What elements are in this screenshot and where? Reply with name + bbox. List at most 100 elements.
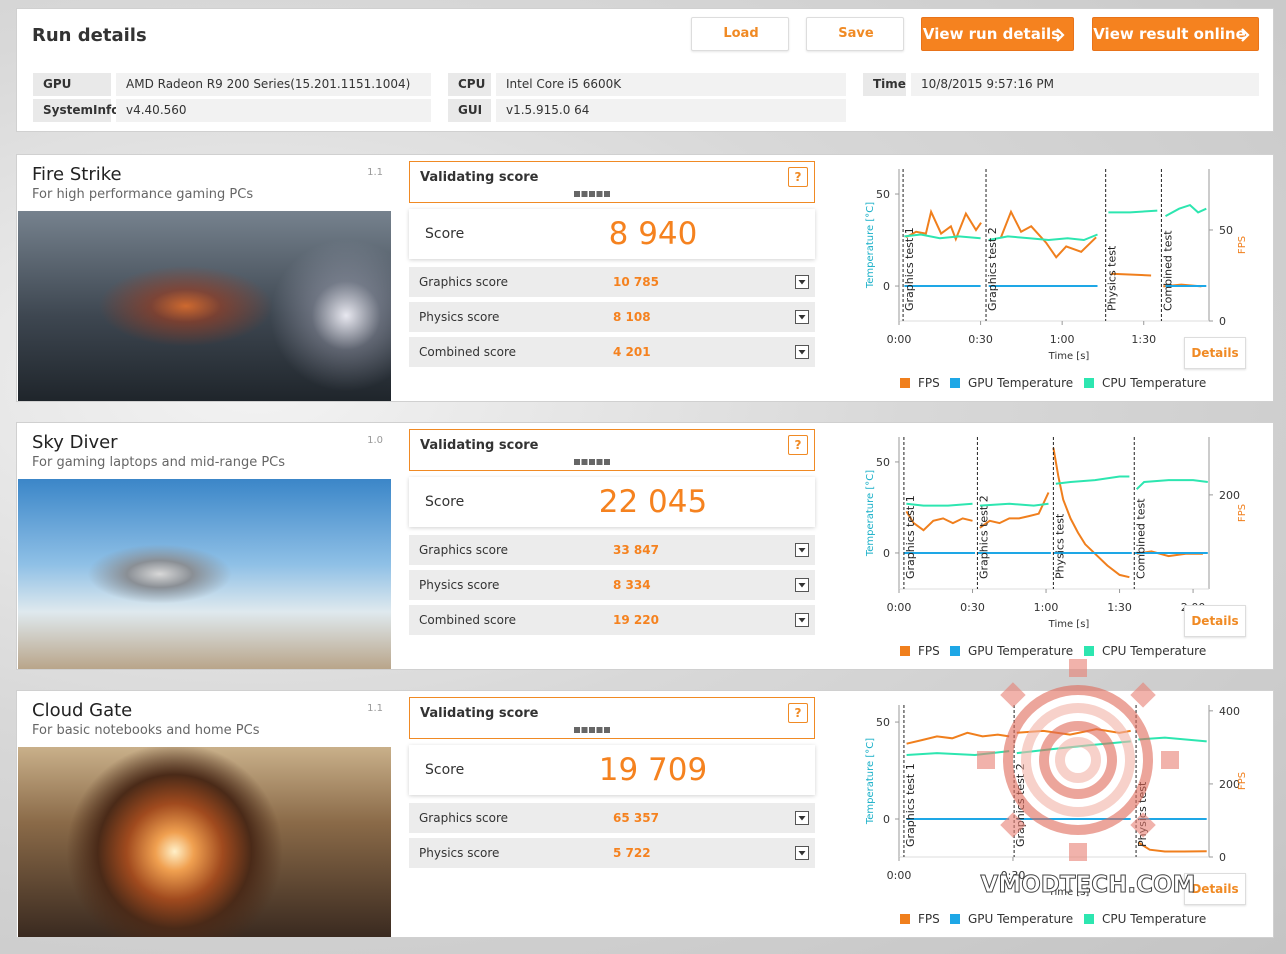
info-label: SystemInfo (33, 99, 119, 122)
expand-icon[interactable] (795, 846, 810, 861)
x-axis-title: Time [s] (1048, 351, 1090, 362)
progress-dots (574, 459, 610, 465)
subscore-row: Physics score 8 334 (409, 570, 815, 600)
button[interactable]: Load (691, 17, 789, 51)
title: Run details (32, 25, 147, 46)
score-label: Score (425, 494, 465, 510)
progress-dot (574, 191, 580, 197)
benchmark-subtitle: For high performance gaming PCs (32, 187, 254, 202)
plot-area (899, 705, 1209, 857)
expand-arrow (798, 851, 806, 856)
info-label: CPU (448, 73, 491, 96)
chevron (1241, 28, 1250, 42)
info-value: AMD Radeon R9 200 Series(15.201.1151.100… (116, 73, 431, 96)
legend-swatch (950, 378, 960, 388)
button[interactable]: View result online (1092, 17, 1259, 51)
subscore-label: Graphics score (419, 811, 509, 825)
benchmark-name: Fire Strike (32, 164, 122, 185)
help-button[interactable]: ? (788, 167, 808, 187)
subscore-label: Physics score (419, 846, 500, 860)
version: 1.0 (367, 435, 383, 446)
score-value: 19 709 (598, 752, 708, 788)
version: 1.1 (367, 167, 383, 178)
button[interactable]: View run details (921, 17, 1074, 51)
legend-label: FPS (918, 644, 940, 658)
details-button[interactable]: Details (1184, 605, 1246, 637)
section-label: Graphics test 2 (1014, 763, 1027, 847)
info-value: v4.40.560 (116, 99, 431, 122)
subscore-row: Physics score 8 108 (409, 302, 815, 332)
expand-icon[interactable] (795, 345, 810, 360)
expand-icon[interactable] (795, 543, 810, 558)
section-label: Graphics test 1 (903, 227, 916, 311)
expand-icon[interactable] (795, 613, 810, 628)
expand-icon[interactable] (795, 310, 810, 325)
details-button[interactable]: Details (1184, 337, 1246, 369)
validating-label: Validating score (420, 706, 539, 721)
expand-arrow (798, 315, 806, 320)
run-details-panel: Run details Load Save View run details View … (16, 8, 1274, 132)
benchmark-name: Sky Diver (32, 432, 118, 453)
info-label: GPU (33, 73, 111, 96)
progress-dot (581, 727, 588, 733)
legend-swatch (1084, 378, 1094, 388)
info-label: GUI (448, 99, 491, 122)
section-label: Physics test (1053, 513, 1066, 579)
expand-icon[interactable] (795, 275, 810, 290)
validating-label: Validating score (420, 170, 539, 185)
chevron (1056, 28, 1065, 42)
section-label: Physics test (1136, 781, 1149, 847)
expand-icon[interactable] (795, 578, 810, 593)
legend-label: GPU Temperature (968, 912, 1073, 926)
progress-dots (574, 191, 610, 197)
progress-dot (574, 459, 580, 465)
legend-label: GPU Temperature (968, 376, 1073, 390)
y2-axis-title: FPS (1237, 504, 1248, 522)
x-tick-label: 0:30 (968, 333, 993, 346)
button[interactable]: Save (806, 17, 904, 51)
series-line (905, 447, 1203, 579)
legend-label: CPU Temperature (1102, 376, 1206, 390)
chevron-icon (1241, 28, 1250, 42)
x-tick-label: 1:00 (1034, 601, 1059, 614)
y2-tick-label: 200 (1219, 489, 1240, 502)
progress-dot (581, 459, 588, 465)
section-label: Graphics test 1 (904, 763, 917, 847)
x-axis-title: Time [s] (1048, 887, 1090, 898)
chart: 0 50 0 50 0:00 0:30 1:00 1:30 Temperature [°C] FP… (865, 169, 1248, 390)
y2-axis-title: FPS (1237, 236, 1248, 254)
section-label: Combined test (1134, 498, 1147, 579)
subscore-value: 19 220 (613, 613, 659, 627)
series-line (906, 475, 1208, 507)
subscore-row: Graphics score 65 357 (409, 803, 815, 833)
button-label: Load (723, 26, 759, 41)
progress-dot (589, 459, 595, 465)
legend-swatch (950, 646, 960, 656)
y-tick-label: 50 (876, 716, 890, 729)
y2-tick-label: 50 (1219, 224, 1233, 237)
benchmark-subtitle: For gaming laptops and mid-range PCs (32, 455, 286, 470)
subscore-value: 8 108 (613, 310, 651, 324)
legend-swatch (900, 378, 910, 388)
progress-dot (604, 191, 610, 197)
y-tick-label: 0 (883, 280, 890, 293)
info-value: 10/8/2015 9:57:16 PM (911, 73, 1259, 96)
subscore-row: Graphics score 33 847 (409, 535, 815, 565)
help-button[interactable]: ? (788, 435, 808, 455)
score-box: Score 19 709 (409, 745, 815, 795)
help-button[interactable]: ? (788, 703, 808, 723)
x-tick-label: 0:00 (887, 869, 912, 882)
benchmark-name: Cloud Gate (32, 700, 133, 721)
score-value: 8 940 (608, 216, 698, 252)
plot-area (899, 437, 1209, 589)
x-tick-label: 0:00 (887, 601, 912, 614)
y2-tick-label: 0 (1219, 851, 1226, 864)
validating-box: Validating score? (409, 429, 815, 471)
benchmark-panel: Cloud Gate For basic notebooks and home P… (16, 690, 1274, 938)
details-button[interactable]: Details (1184, 873, 1246, 905)
score-label: Score (425, 762, 465, 778)
expand-icon[interactable] (795, 811, 810, 826)
progress-dot (596, 191, 603, 197)
version: 1.1 (367, 703, 383, 714)
